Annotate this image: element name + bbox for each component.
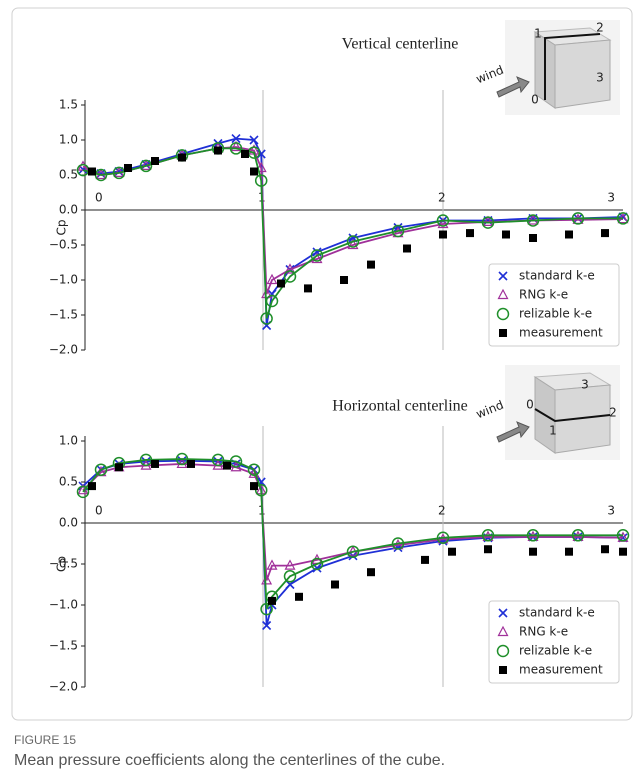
legend-label: RNG k-e [519, 625, 568, 639]
x-tick-label: 2 [438, 504, 446, 518]
marker [151, 460, 159, 468]
marker [268, 597, 276, 605]
marker [367, 261, 375, 269]
marker [340, 276, 348, 284]
annotation: 3 [596, 71, 604, 85]
marker [421, 556, 429, 564]
y-tick-label: 1.0 [59, 133, 78, 147]
annotation: 0 [531, 93, 539, 107]
marker [448, 548, 456, 556]
marker [223, 462, 231, 470]
marker [403, 245, 411, 253]
y-tick-label: 0.0 [59, 203, 78, 217]
legend-label: relizable k-e [519, 644, 592, 658]
figure: FIGURE 15 Mean pressure coefficients alo… [0, 0, 644, 778]
marker [367, 568, 375, 576]
marker [250, 482, 258, 490]
y-tick-label: −1.5 [49, 639, 78, 653]
y-tick-label: 0.5 [59, 475, 78, 489]
marker [601, 229, 609, 237]
marker [295, 593, 303, 601]
annotation: 1 [534, 27, 542, 41]
marker [88, 168, 96, 176]
marker [529, 234, 537, 242]
x-tick-label: 0 [95, 191, 103, 205]
legend-marker [499, 666, 507, 674]
x-tick-label: 2 [438, 191, 446, 205]
y-tick-label: 1.0 [59, 434, 78, 448]
y-tick-label: 0.5 [59, 168, 78, 182]
marker [88, 482, 96, 490]
marker [187, 460, 195, 468]
y-tick-label: −2.0 [49, 343, 78, 357]
legend-label: measurement [519, 326, 603, 340]
marker [214, 147, 222, 155]
legend-label: standard k-e [519, 269, 595, 283]
marker [178, 154, 186, 162]
marker [304, 284, 312, 292]
annotation: 3 [581, 378, 589, 392]
y-axis-label: Cp [55, 556, 69, 572]
legend-label: standard k-e [519, 606, 595, 620]
y-tick-label: −2.0 [49, 680, 78, 694]
annotation: 2 [596, 21, 604, 35]
x-tick-label: 3 [607, 191, 615, 205]
marker [529, 548, 537, 556]
marker [439, 231, 447, 239]
annotation: 1 [549, 424, 557, 438]
marker [619, 548, 627, 556]
y-tick-label: 0.0 [59, 516, 78, 530]
marker [565, 548, 573, 556]
y-tick-label: −1.0 [49, 598, 78, 612]
chart-title: Vertical centerline [342, 36, 459, 53]
marker [565, 231, 573, 239]
x-tick-label: 3 [607, 504, 615, 518]
marker [466, 229, 474, 237]
marker [115, 463, 123, 471]
figure-caption: Mean pressure coefficients along the cen… [14, 752, 445, 769]
y-tick-label: 1.5 [59, 98, 78, 112]
marker [277, 280, 285, 288]
marker [151, 157, 159, 165]
chart-title: Horizontal centerline [332, 398, 468, 415]
marker [601, 545, 609, 553]
legend-label: RNG k-e [519, 288, 568, 302]
legend-marker [499, 329, 507, 337]
marker [331, 581, 339, 589]
marker [484, 545, 492, 553]
marker [241, 150, 249, 158]
annotation: 2 [609, 406, 617, 420]
marker [250, 168, 258, 176]
marker [124, 164, 132, 172]
y-axis-label: Cp [55, 220, 69, 236]
legend-label: measurement [519, 663, 603, 677]
figure-label: FIGURE 15 [14, 733, 76, 747]
marker [502, 231, 510, 239]
y-tick-label: −1.5 [49, 308, 78, 322]
annotation: 0 [526, 398, 534, 412]
legend-label: relizable k-e [519, 307, 592, 321]
y-tick-label: −1.0 [49, 273, 78, 287]
x-tick-label: 0 [95, 504, 103, 518]
y-tick-label: −0.5 [49, 238, 78, 252]
